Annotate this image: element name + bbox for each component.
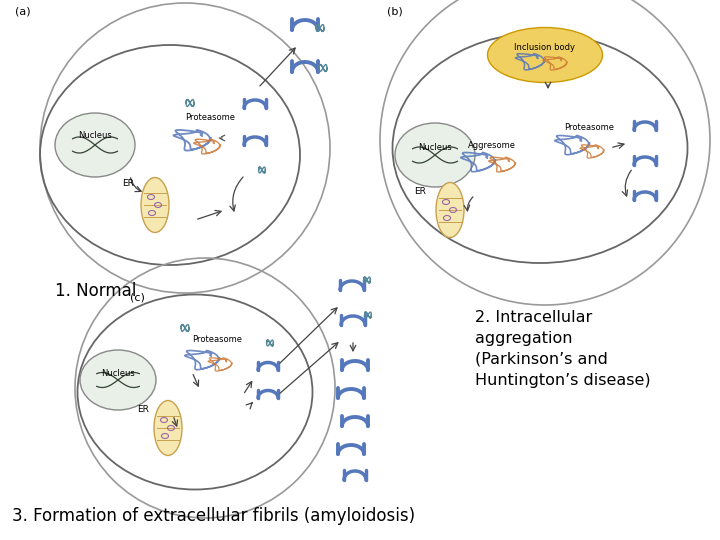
Text: Proteasome: Proteasome — [564, 124, 614, 132]
Text: 2. Intracellular
aggregation
(Parkinson’s and
Huntington’s disease): 2. Intracellular aggregation (Parkinson’… — [475, 310, 651, 388]
Ellipse shape — [436, 183, 464, 238]
Text: 1. Normal: 1. Normal — [55, 282, 136, 300]
Text: Proteasome: Proteasome — [185, 113, 235, 123]
Text: Nucleus: Nucleus — [78, 131, 112, 139]
Text: (b): (b) — [387, 7, 402, 17]
Ellipse shape — [141, 178, 169, 233]
Text: 3. Formation of extracellular fibrils (amyloidosis): 3. Formation of extracellular fibrils (a… — [12, 507, 415, 525]
Text: (a): (a) — [15, 7, 31, 17]
Ellipse shape — [395, 123, 475, 187]
Text: (c): (c) — [130, 293, 145, 303]
Ellipse shape — [55, 113, 135, 177]
Ellipse shape — [487, 28, 603, 83]
Ellipse shape — [154, 401, 182, 456]
Ellipse shape — [80, 350, 156, 410]
Text: ER: ER — [122, 179, 134, 187]
Text: ER: ER — [414, 187, 426, 197]
Text: Nucleus: Nucleus — [418, 144, 452, 152]
Text: Aggresome: Aggresome — [468, 140, 516, 150]
Text: ER: ER — [137, 406, 149, 415]
Text: Proteasome: Proteasome — [192, 335, 242, 345]
Text: Nucleus: Nucleus — [101, 368, 135, 377]
Text: Inclusion body: Inclusion body — [515, 44, 575, 52]
